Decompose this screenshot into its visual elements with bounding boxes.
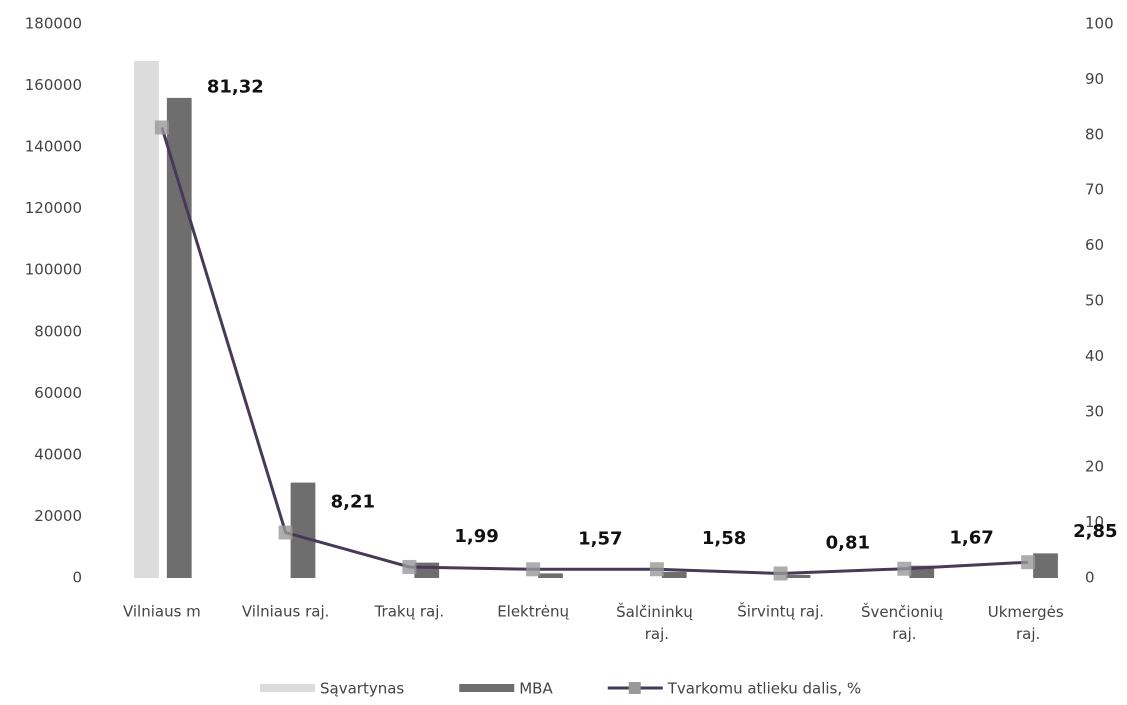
y-tick-label: 60000 [34, 384, 82, 402]
bar [661, 571, 687, 578]
value-label: 2,85 [1073, 521, 1117, 542]
label-line: raj. [645, 625, 669, 643]
marker [526, 562, 541, 577]
value-label: 1,99 [454, 526, 498, 547]
line [160, 127, 1029, 576]
value-label: 1,67 [949, 528, 993, 549]
legend-swatch [459, 684, 515, 692]
bar [1033, 553, 1058, 578]
x-tick-label: Švenčionių raj. [861, 602, 948, 643]
y2-tick-label: 70 [1085, 181, 1104, 199]
y2-tick-label: 80 [1085, 125, 1104, 143]
marker [649, 562, 664, 577]
x-tick-label: Ukmergės raj. [988, 603, 1069, 643]
label-line: Ukmergės [988, 603, 1069, 621]
marker [773, 566, 788, 581]
y2-tick-label: 10 [1085, 513, 1104, 531]
bar [166, 97, 192, 578]
x-tick-label: Širvintų raj. [737, 602, 824, 621]
y-tick-label: 80000 [34, 322, 82, 340]
y2-tick-label: 40 [1085, 347, 1104, 365]
value-label: 1,57 [578, 528, 622, 549]
marker [1021, 555, 1036, 570]
marker [897, 561, 912, 576]
y2-tick-label: 90 [1085, 70, 1104, 88]
x-tick-label: Elektrėnų [497, 603, 569, 621]
y2-tick-label: 60 [1085, 236, 1104, 254]
label-line: raj. [1016, 625, 1040, 643]
x-tick-label: Vilniaus m [123, 603, 201, 621]
y-tick-label: 180000 [25, 15, 82, 33]
legend-label: Sąvartynas [320, 680, 404, 698]
bar [538, 573, 563, 578]
y-tick-label: 20000 [34, 507, 82, 525]
value-label: 0,81 [826, 533, 870, 554]
bar [785, 574, 811, 578]
marker [154, 120, 169, 135]
bar [414, 562, 440, 578]
bar [134, 60, 159, 578]
value-label: 1,58 [702, 528, 746, 549]
label-line: raj. [892, 625, 916, 643]
y-tick-label: 40000 [34, 445, 82, 463]
y2-tick-label: 100 [1085, 15, 1114, 33]
legend-swatch [628, 682, 641, 694]
y-tick-label: 140000 [25, 138, 82, 156]
y2-tick-label: 50 [1085, 292, 1104, 310]
y2-tick-label: 0 [1085, 569, 1095, 587]
label-line: Šalčininkų [616, 602, 697, 621]
x-tick-label: Vilniaus raj. [242, 603, 330, 621]
y2-tick-label: 30 [1085, 402, 1104, 420]
legend-label: MBA [519, 680, 553, 698]
legend-label: Tvarkomu atlieku dalis, % [667, 680, 861, 698]
y-tick-label: 120000 [25, 199, 82, 217]
value-label: 81,32 [207, 76, 264, 97]
legend-swatch [260, 684, 315, 692]
y-tick-label: 160000 [25, 76, 82, 94]
marker [402, 559, 417, 574]
y-tick-label: 0 [72, 569, 82, 587]
x-tick-label: Šalčininkų raj. [616, 602, 697, 643]
y-tick-label: 100000 [25, 261, 82, 279]
label-line: Švenčionių [861, 602, 948, 621]
marker [278, 525, 293, 540]
y2-tick-label: 20 [1085, 458, 1104, 476]
x-tick-label: Trakų raj. [374, 603, 445, 621]
value-label: 8,21 [331, 492, 375, 513]
bar [290, 482, 316, 578]
